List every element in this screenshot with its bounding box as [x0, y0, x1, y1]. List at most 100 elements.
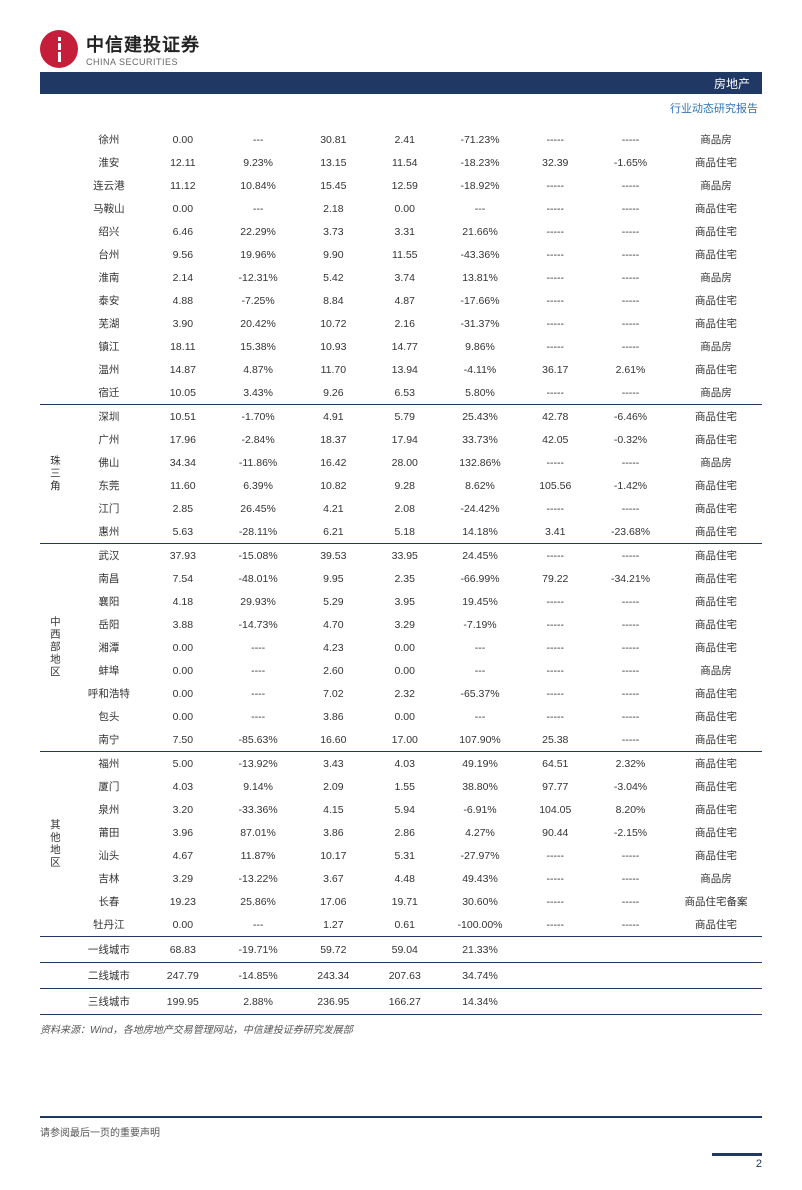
data-cell: -----: [520, 659, 591, 682]
sector-bar: 房地产: [40, 72, 762, 94]
data-cell: 0.00: [369, 636, 440, 659]
table-row: 泰安4.88-7.25%8.844.87-17.66%----------商品住…: [40, 289, 762, 312]
data-cell: -----: [591, 544, 670, 568]
data-cell: -----: [591, 913, 670, 937]
data-cell: 8.84: [298, 289, 369, 312]
data-cell: 3.29: [369, 613, 440, 636]
city-name: 泰安: [71, 289, 148, 312]
region-label: 珠三角: [40, 405, 71, 544]
data-cell: 166.27: [369, 989, 440, 1015]
city-name: 惠州: [71, 520, 148, 544]
data-cell: -----: [520, 174, 591, 197]
property-type: 商品房: [670, 381, 762, 405]
data-cell: 5.94: [369, 798, 440, 821]
data-cell: 207.63: [369, 963, 440, 989]
table-row: 蚌埠0.00----2.600.00-------------商品房: [40, 659, 762, 682]
data-cell: ----: [219, 682, 298, 705]
data-cell: -----: [591, 844, 670, 867]
data-cell: 64.51: [520, 752, 591, 776]
empty-cell: [670, 963, 762, 989]
data-cell: -----: [591, 243, 670, 266]
city-name: 泉州: [71, 798, 148, 821]
data-cell: -1.65%: [591, 151, 670, 174]
data-cell: 19.96%: [219, 243, 298, 266]
data-cell: 4.03: [369, 752, 440, 776]
summary-row: 一线城市68.83-19.71%59.7259.0421.33%: [40, 937, 762, 963]
table-row: 泉州3.20-33.36%4.155.94-6.91%104.058.20%商品…: [40, 798, 762, 821]
city-name: 佛山: [71, 451, 148, 474]
summary-row: 二线城市247.79-14.85%243.34207.6334.74%: [40, 963, 762, 989]
data-cell: -----: [591, 312, 670, 335]
data-cell: 3.41: [520, 520, 591, 544]
property-type: 商品住宅: [670, 705, 762, 728]
table-row: 呼和浩特0.00----7.022.32-65.37%----------商品住…: [40, 682, 762, 705]
city-name: 淮安: [71, 151, 148, 174]
data-cell: 10.17: [298, 844, 369, 867]
data-cell: 36.17: [520, 358, 591, 381]
data-cell: -----: [591, 636, 670, 659]
data-cell: 37.93: [147, 544, 218, 568]
data-cell: 25.86%: [219, 890, 298, 913]
data-cell: -18.92%: [440, 174, 519, 197]
data-cell: 4.67: [147, 844, 218, 867]
table-row: 其他地区福州5.00-13.92%3.434.0349.19%64.512.32…: [40, 752, 762, 776]
property-type: 商品住宅: [670, 728, 762, 752]
data-cell: 11.60: [147, 474, 218, 497]
data-cell: -----: [520, 636, 591, 659]
property-type: 商品住宅: [670, 798, 762, 821]
data-cell: -----: [520, 613, 591, 636]
data-cell: -27.97%: [440, 844, 519, 867]
report-type: 行业动态研究报告: [40, 100, 762, 116]
property-type: 商品住宅: [670, 312, 762, 335]
report-header: 中信建投证券 CHINA SECURITIES: [40, 30, 762, 68]
table-row: 芜湖3.9020.42%10.722.16-31.37%----------商品…: [40, 312, 762, 335]
data-cell: -2.15%: [591, 821, 670, 844]
data-cell: -----: [591, 381, 670, 405]
city-name: 厦门: [71, 775, 148, 798]
data-cell: -----: [591, 335, 670, 358]
table-row: 湘潭0.00----4.230.00-------------商品住宅: [40, 636, 762, 659]
city-name: 蚌埠: [71, 659, 148, 682]
data-cell: 59.04: [369, 937, 440, 963]
data-cell: -100.00%: [440, 913, 519, 937]
data-cell: [520, 937, 591, 963]
data-cell: -----: [591, 128, 670, 151]
data-cell: -----: [520, 867, 591, 890]
data-cell: 30.60%: [440, 890, 519, 913]
table-row: 惠州5.63-28.11%6.215.1814.18%3.41-23.68%商品…: [40, 520, 762, 544]
data-cell: 14.18%: [440, 520, 519, 544]
data-cell: -----: [591, 451, 670, 474]
data-cell: -----: [520, 381, 591, 405]
data-cell: -----: [591, 266, 670, 289]
data-cell: 9.26: [298, 381, 369, 405]
data-cell: 29.93%: [219, 590, 298, 613]
empty-cell: [670, 937, 762, 963]
data-cell: -13.22%: [219, 867, 298, 890]
data-cell: 3.86: [298, 821, 369, 844]
data-cell: 4.18: [147, 590, 218, 613]
data-cell: -1.42%: [591, 474, 670, 497]
data-cell: 32.39: [520, 151, 591, 174]
data-cell: 9.95: [298, 567, 369, 590]
property-type: 商品住宅: [670, 544, 762, 568]
data-cell: 0.00: [147, 128, 218, 151]
table-row: 绍兴6.4622.29%3.733.3121.66%----------商品住宅: [40, 220, 762, 243]
table-row: 汕头4.6711.87%10.175.31-27.97%----------商品…: [40, 844, 762, 867]
data-cell: -----: [520, 335, 591, 358]
data-cell: ---: [440, 659, 519, 682]
data-cell: 14.87: [147, 358, 218, 381]
data-cell: 5.18: [369, 520, 440, 544]
data-cell: [591, 937, 670, 963]
data-cell: [591, 963, 670, 989]
data-cell: 90.44: [520, 821, 591, 844]
property-type: 商品住宅: [670, 151, 762, 174]
property-type: 商品住宅备案: [670, 890, 762, 913]
data-cell: 4.27%: [440, 821, 519, 844]
table-row: 长春19.2325.86%17.0619.7130.60%----------商…: [40, 890, 762, 913]
data-cell: 2.32%: [591, 752, 670, 776]
data-cell: 3.95: [369, 590, 440, 613]
data-cell: 11.54: [369, 151, 440, 174]
data-cell: -19.71%: [219, 937, 298, 963]
city-name: 莆田: [71, 821, 148, 844]
data-cell: -----: [520, 844, 591, 867]
